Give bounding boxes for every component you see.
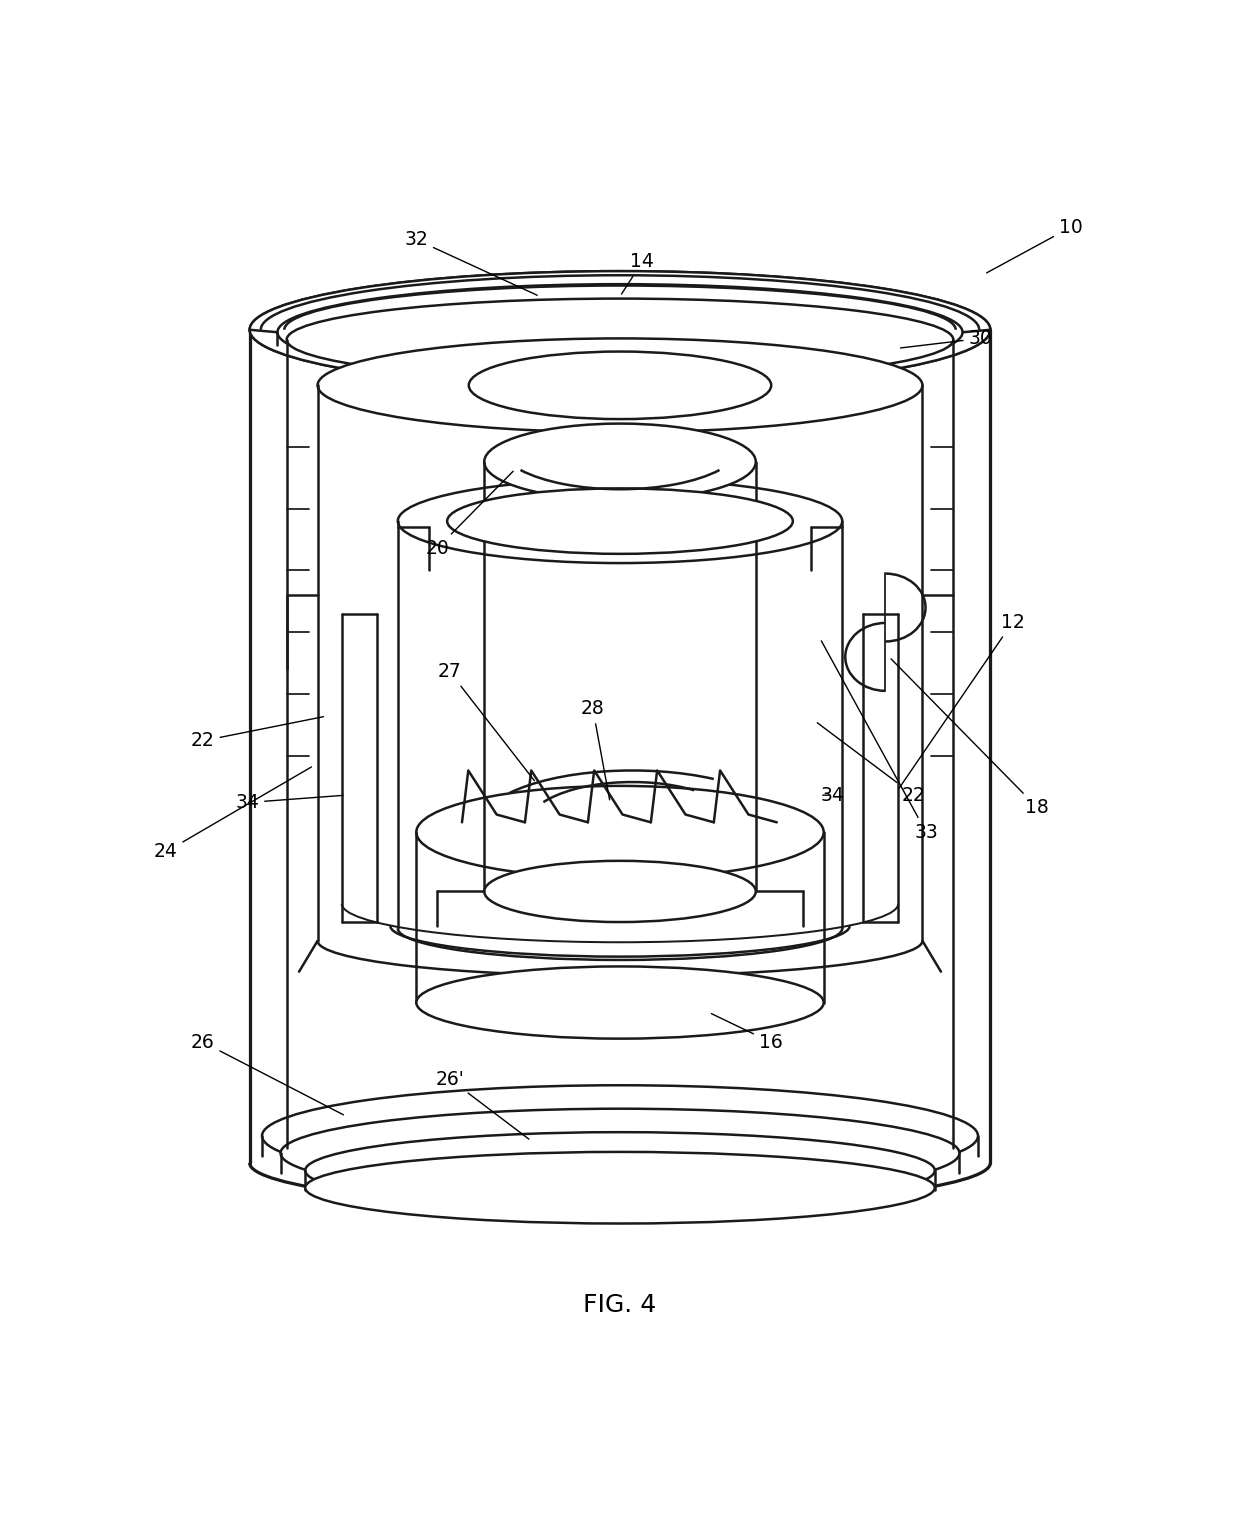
Text: 14: 14 xyxy=(621,252,655,293)
Text: 18: 18 xyxy=(892,659,1049,817)
Ellipse shape xyxy=(249,272,991,389)
Ellipse shape xyxy=(398,479,842,564)
Ellipse shape xyxy=(305,1152,935,1224)
Text: 12: 12 xyxy=(899,613,1024,788)
Ellipse shape xyxy=(262,1086,978,1186)
Ellipse shape xyxy=(448,488,792,554)
Text: 26: 26 xyxy=(191,1032,343,1115)
Text: 27: 27 xyxy=(438,662,534,780)
Text: 22: 22 xyxy=(191,717,324,751)
Text: FIG. 4: FIG. 4 xyxy=(583,1293,657,1316)
Text: 34: 34 xyxy=(821,785,844,805)
Ellipse shape xyxy=(278,284,962,381)
Ellipse shape xyxy=(417,786,823,879)
Text: 26': 26' xyxy=(435,1069,529,1140)
Ellipse shape xyxy=(469,352,771,419)
Text: 34: 34 xyxy=(236,793,343,813)
Text: 16: 16 xyxy=(712,1014,782,1052)
Text: 33: 33 xyxy=(821,641,937,842)
Text: 24: 24 xyxy=(154,766,311,862)
Ellipse shape xyxy=(305,1132,935,1209)
Text: 30: 30 xyxy=(900,329,992,349)
Ellipse shape xyxy=(249,272,991,389)
Ellipse shape xyxy=(280,1109,960,1198)
Text: 22: 22 xyxy=(817,723,926,805)
Ellipse shape xyxy=(286,298,954,381)
Text: 20: 20 xyxy=(425,472,513,558)
Ellipse shape xyxy=(484,424,756,501)
Text: 10: 10 xyxy=(987,218,1083,273)
Text: 32: 32 xyxy=(404,230,537,295)
Ellipse shape xyxy=(317,338,923,432)
Ellipse shape xyxy=(484,860,756,922)
Ellipse shape xyxy=(417,966,823,1038)
Text: 28: 28 xyxy=(582,699,610,800)
